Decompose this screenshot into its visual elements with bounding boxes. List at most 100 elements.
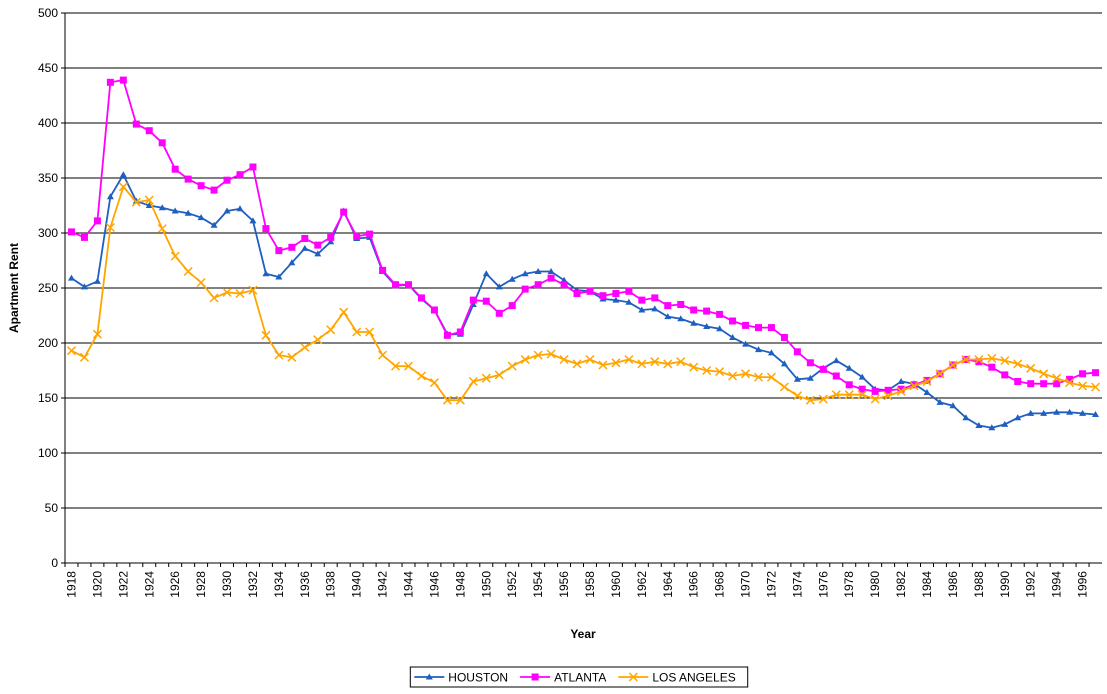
marker (236, 205, 244, 212)
marker (806, 359, 814, 367)
y-tick-label: 0 (51, 556, 58, 570)
marker (157, 224, 167, 234)
marker (118, 182, 128, 192)
marker (416, 371, 426, 381)
marker (754, 346, 762, 353)
marker (275, 247, 283, 255)
x-tick-label: 1952 (505, 571, 519, 598)
marker (741, 369, 751, 379)
marker (313, 335, 323, 345)
marker (729, 334, 737, 340)
marker (1090, 382, 1101, 392)
marker (625, 298, 633, 305)
marker (429, 378, 439, 388)
x-tick-label: 1928 (194, 571, 208, 598)
marker (1026, 363, 1036, 373)
y-tick-label: 100 (38, 446, 58, 460)
marker (262, 225, 270, 233)
marker (494, 370, 504, 380)
marker (883, 391, 893, 401)
marker (1066, 375, 1074, 383)
marker (1078, 381, 1088, 391)
marker (106, 78, 114, 86)
marker (482, 270, 490, 277)
marker (845, 381, 853, 389)
marker (586, 287, 594, 295)
marker (287, 352, 297, 362)
marker (261, 330, 271, 340)
marker (676, 357, 686, 367)
marker (831, 390, 841, 400)
marker (455, 395, 465, 405)
marker (248, 285, 258, 295)
marker (962, 414, 970, 421)
x-tick-label: 1966 (687, 571, 701, 598)
x-tick-label: 1982 (894, 571, 908, 598)
x-tick-label: 1954 (531, 571, 545, 598)
marker (249, 217, 257, 224)
marker (106, 193, 114, 200)
marker (481, 373, 491, 383)
marker (923, 389, 931, 395)
marker (403, 361, 414, 371)
marker (132, 120, 140, 128)
legend-label: LOS ANGELES (652, 671, 735, 685)
x-tick-label: 1974 (790, 571, 804, 598)
marker (573, 290, 581, 297)
x-tick-label: 1946 (427, 571, 441, 598)
marker (677, 315, 685, 322)
marker (430, 306, 438, 314)
marker (936, 398, 944, 405)
marker (612, 290, 620, 297)
y-tick-label: 300 (38, 226, 58, 240)
marker (1079, 409, 1087, 416)
marker (572, 359, 582, 369)
marker (767, 349, 775, 356)
x-tick-label: 1978 (842, 571, 856, 598)
marker (884, 386, 892, 394)
marker (599, 292, 607, 300)
x-tick-label: 1970 (739, 571, 753, 598)
marker (145, 202, 153, 208)
marker (223, 207, 231, 214)
marker (456, 328, 464, 336)
x-tick-label: 1990 (998, 571, 1012, 598)
y-axis-title: Apartment Rent (7, 243, 21, 333)
marker (585, 354, 595, 365)
x-tick-label: 1994 (1050, 571, 1064, 598)
x-tick-label: 1942 (376, 571, 390, 598)
marker (728, 371, 738, 381)
marker (832, 357, 840, 364)
marker (806, 374, 814, 381)
marker (753, 372, 764, 382)
marker (210, 221, 218, 228)
marker (66, 346, 77, 356)
marker (353, 232, 361, 240)
x-tick-label: 1936 (298, 571, 312, 598)
marker (80, 233, 88, 241)
marker (184, 175, 192, 183)
legend-item: LOS ANGELES (618, 671, 736, 685)
marker (663, 359, 673, 369)
marker (288, 259, 296, 266)
marker (858, 373, 866, 380)
marker (67, 274, 75, 281)
marker (92, 329, 102, 339)
marker (326, 325, 336, 335)
marker (897, 378, 905, 384)
marker (988, 424, 996, 431)
x-tick-label: 1920 (90, 571, 104, 598)
marker (392, 281, 400, 289)
series-line (71, 79, 1096, 393)
marker (547, 268, 555, 274)
marker (1027, 380, 1035, 388)
marker (547, 274, 555, 282)
x-tick-label: 1976 (816, 571, 830, 598)
marker (690, 306, 698, 314)
marker (625, 287, 633, 295)
marker (651, 294, 659, 302)
marker (1000, 356, 1010, 366)
marker (236, 171, 244, 179)
x-tick-label: 1924 (142, 571, 156, 598)
x-tick-label: 1922 (116, 571, 130, 598)
